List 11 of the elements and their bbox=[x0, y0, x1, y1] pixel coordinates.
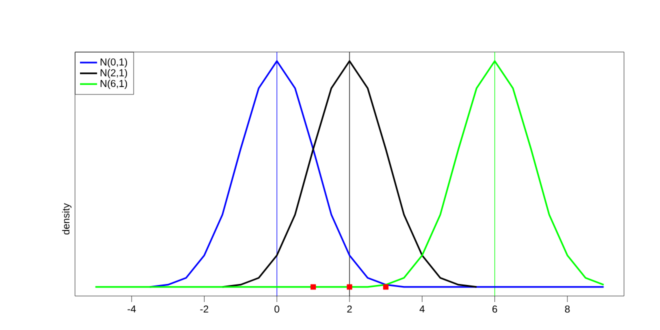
legend-label: N(2,1) bbox=[100, 68, 128, 78]
x-tick-label: 0 bbox=[274, 306, 280, 313]
legend-label: N(6,1) bbox=[100, 80, 128, 90]
x-tick-label: 2 bbox=[347, 306, 352, 313]
x-tick-label: 8 bbox=[565, 306, 570, 313]
x-tick-label: -4 bbox=[128, 306, 136, 312]
x-tick-label: -2 bbox=[200, 306, 208, 313]
x-tick-label: 4 bbox=[420, 306, 425, 312]
x-tick-label: 6 bbox=[492, 306, 498, 313]
y-axis-title: density bbox=[62, 203, 72, 234]
legend-label: N(0,1) bbox=[100, 58, 128, 68]
